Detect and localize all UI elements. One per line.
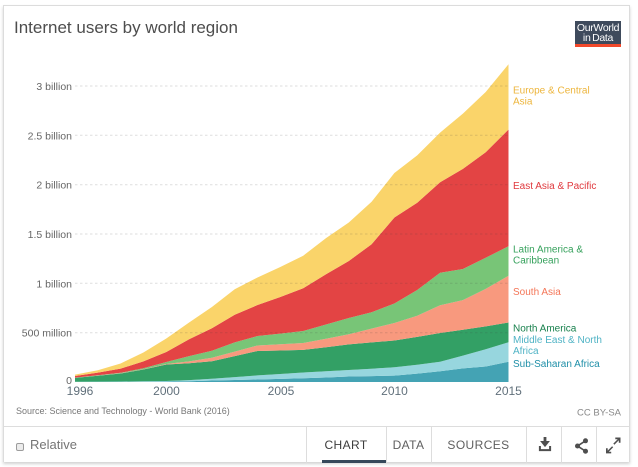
svg-text:3 billion: 3 billion [36, 81, 72, 93]
svg-text:2 billion: 2 billion [36, 180, 72, 192]
svg-text:Middle East & North: Middle East & North [513, 335, 602, 346]
svg-text:2010: 2010 [381, 384, 408, 398]
svg-text:Asia: Asia [513, 97, 533, 108]
svg-text:CC BY-SA: CC BY-SA [577, 408, 622, 419]
svg-text:1996: 1996 [67, 384, 94, 398]
svg-text:2.5 billion: 2.5 billion [28, 130, 73, 142]
svg-text:2005: 2005 [268, 384, 295, 398]
svg-text:Europe & Central: Europe & Central [513, 86, 590, 97]
svg-text:1.5 billion: 1.5 billion [28, 229, 73, 241]
svg-text:North America: North America [513, 324, 577, 335]
svg-text:1 billion: 1 billion [36, 278, 72, 290]
svg-text:East Asia & Pacific: East Asia & Pacific [513, 181, 596, 192]
svg-text:Source: Science and Technology: Source: Science and Technology - World B… [16, 406, 230, 416]
svg-text:South Asia: South Asia [513, 287, 561, 298]
svg-text:Sub-Saharan Africa: Sub-Saharan Africa [513, 359, 600, 370]
svg-text:Caribbean: Caribbean [513, 256, 559, 267]
svg-text:Africa: Africa [513, 346, 539, 357]
svg-text:0: 0 [66, 375, 72, 387]
svg-text:2000: 2000 [153, 384, 180, 398]
svg-text:2015: 2015 [495, 384, 522, 398]
svg-text:Latin America &: Latin America & [513, 245, 583, 256]
svg-text:500 million: 500 million [22, 328, 72, 340]
